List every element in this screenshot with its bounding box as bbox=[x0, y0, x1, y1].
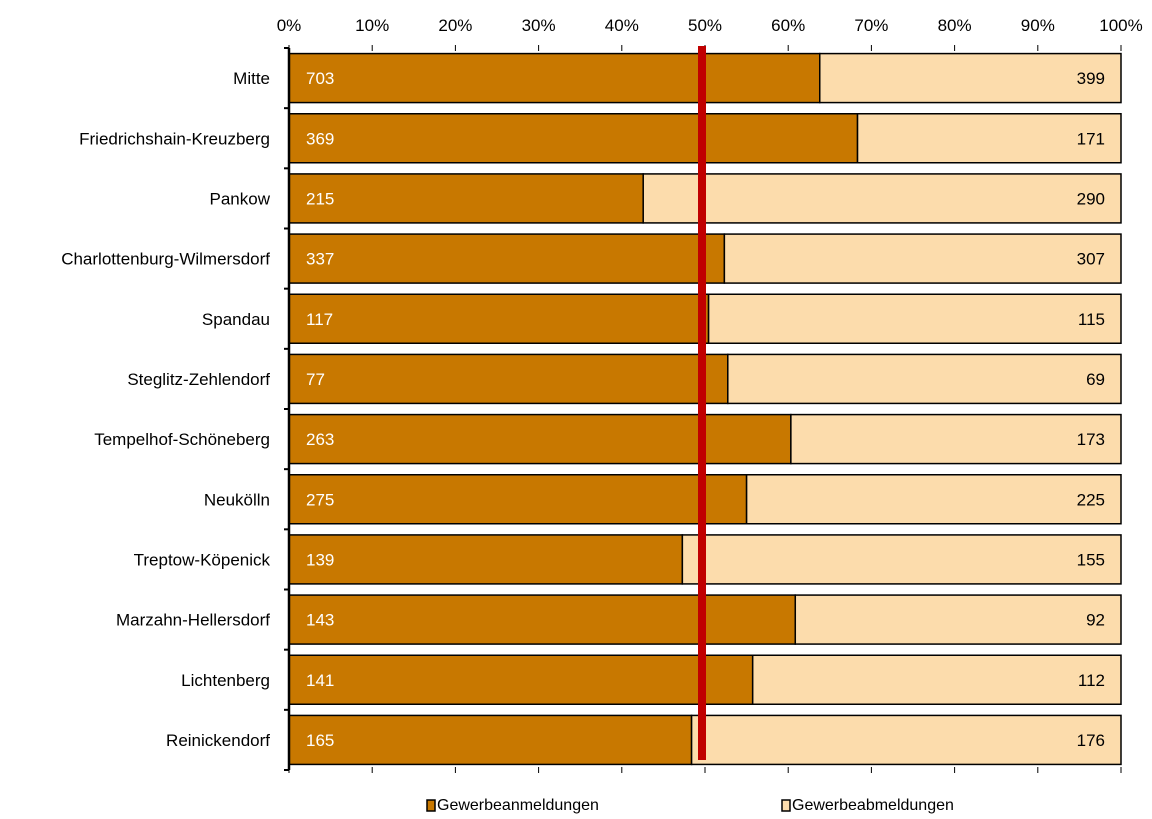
category-label-9: Marzahn-Hellersdorf bbox=[116, 611, 270, 630]
category-label-4: Spandau bbox=[202, 310, 270, 329]
bar-series-1-2 bbox=[642, 173, 1122, 224]
data-label-series-0-11: 165 bbox=[306, 731, 334, 750]
bar-series-0-2 bbox=[288, 173, 644, 224]
bar-series-1-0 bbox=[819, 52, 1122, 104]
data-label-series-0-5: 77 bbox=[306, 370, 325, 389]
x-tick-label-4: 40% bbox=[605, 16, 639, 35]
x-tick-label-9: 90% bbox=[1021, 16, 1055, 35]
category-label-8: Treptow-Köpenick bbox=[134, 550, 271, 569]
bar-series-0-3 bbox=[288, 233, 726, 284]
bar-series-0-11 bbox=[288, 714, 693, 766]
data-label-series-0-0: 703 bbox=[306, 69, 334, 88]
bar-series-1-10 bbox=[751, 654, 1122, 705]
category-label-3: Charlottenburg-Wilmersdorf bbox=[61, 250, 270, 269]
category-label-1: Friedrichshain-Kreuzberg bbox=[79, 129, 270, 148]
data-label-series-1-0: 399 bbox=[1077, 69, 1105, 88]
data-label-series-1-11: 176 bbox=[1077, 731, 1105, 750]
category-label-2: Pankow bbox=[210, 189, 271, 208]
bar-series-1-5 bbox=[727, 353, 1122, 405]
data-label-series-1-3: 307 bbox=[1077, 250, 1105, 269]
bar-series-1-8 bbox=[681, 534, 1122, 585]
data-label-series-0-6: 263 bbox=[306, 430, 334, 449]
bar-series-0-7 bbox=[288, 474, 748, 525]
data-label-series-0-1: 369 bbox=[306, 129, 334, 148]
bar-series-0-8 bbox=[288, 534, 684, 585]
data-label-series-0-4: 117 bbox=[306, 310, 333, 329]
data-label-series-1-2: 290 bbox=[1077, 189, 1105, 208]
axes-group bbox=[284, 45, 1122, 773]
legend-swatch-series-0 bbox=[426, 799, 436, 812]
category-label-11: Reinickendorf bbox=[166, 731, 270, 750]
category-label-0: Mitte bbox=[233, 69, 270, 88]
data-label-series-1-7: 225 bbox=[1077, 490, 1105, 509]
bars-group: 703 399 369 171 215 290 337 307 117 115 77 69 263 173… bbox=[288, 52, 1122, 766]
x-tick-labels: 0% 10% 20% 30% 40% 50% 60% 70% 80% 90% 100% bbox=[277, 16, 1143, 35]
category-labels: Mitte Friedrichshain-Kreuzberg Pankow Charl… bbox=[61, 69, 271, 750]
bar-series-0-0 bbox=[288, 52, 821, 104]
data-label-series-1-9: 92 bbox=[1086, 611, 1105, 630]
legend: Gewerbeanmeldungen Gewerbeabmeldungen bbox=[426, 797, 954, 814]
legend-label-series-0: Gewerbeanmeldungen bbox=[437, 797, 599, 814]
data-label-series-0-8: 139 bbox=[306, 550, 334, 569]
bar-series-1-9 bbox=[794, 594, 1122, 645]
bar-series-0-10 bbox=[288, 654, 754, 705]
x-tick-label-0: 0% bbox=[277, 16, 302, 35]
bar-series-1-6 bbox=[790, 413, 1122, 465]
x-tick-label-7: 70% bbox=[854, 16, 888, 35]
bar-series-1-3 bbox=[723, 233, 1122, 284]
data-label-series-0-2: 215 bbox=[306, 189, 334, 208]
x-tick-label-8: 80% bbox=[938, 16, 972, 35]
bar-series-0-9 bbox=[288, 594, 797, 645]
data-label-series-0-7: 275 bbox=[306, 490, 334, 509]
data-label-series-1-1: 171 bbox=[1077, 129, 1105, 148]
bar-series-1-7 bbox=[745, 474, 1122, 525]
data-label-series-1-5: 69 bbox=[1086, 370, 1105, 389]
category-label-10: Lichtenberg bbox=[181, 671, 270, 690]
x-tick-label-1: 10% bbox=[355, 16, 389, 35]
category-label-6: Tempelhof-Schöneberg bbox=[94, 430, 270, 449]
x-tick-label-3: 30% bbox=[522, 16, 556, 35]
x-tick-label-6: 60% bbox=[771, 16, 805, 35]
legend-label-series-1: Gewerbeabmeldungen bbox=[792, 797, 954, 814]
bar-series-0-4 bbox=[288, 293, 710, 344]
data-label-series-0-9: 143 bbox=[306, 611, 334, 630]
data-label-series-1-6: 173 bbox=[1077, 430, 1105, 449]
bar-series-0-1 bbox=[288, 113, 859, 164]
x-tick-label-2: 20% bbox=[438, 16, 472, 35]
data-label-series-1-8: 155 bbox=[1077, 550, 1105, 569]
category-label-5: Steglitz-Zehlendorf bbox=[127, 370, 270, 389]
bar-series-0-6 bbox=[288, 413, 792, 465]
x-tick-label-5: 50% bbox=[688, 16, 722, 35]
category-label-7: Neukölln bbox=[204, 490, 270, 509]
x-tick-label-10: 100% bbox=[1099, 16, 1142, 35]
data-label-series-0-10: 141 bbox=[306, 671, 334, 690]
bar-series-0-5 bbox=[288, 353, 729, 405]
legend-swatch-series-1 bbox=[781, 799, 791, 812]
bar-series-1-1 bbox=[856, 113, 1122, 164]
data-label-series-1-4: 115 bbox=[1078, 310, 1105, 329]
bar-series-1-11 bbox=[690, 714, 1122, 766]
data-label-series-0-3: 337 bbox=[306, 250, 334, 269]
bar-series-1-4 bbox=[707, 293, 1122, 344]
data-label-series-1-10: 112 bbox=[1078, 671, 1105, 690]
